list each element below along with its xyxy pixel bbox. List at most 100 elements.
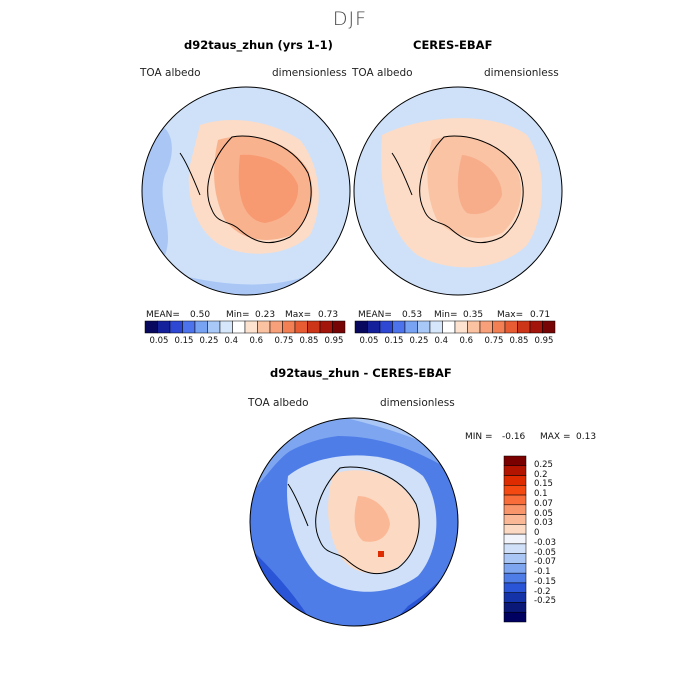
colorbar-swatch (232, 320, 246, 334)
diff-colorbar-tick-label: 0.25 (534, 459, 553, 470)
colorbar-swatch (244, 320, 258, 334)
colorbar-swatch (404, 320, 418, 334)
obs-panel-title: CERES-EBAF (413, 38, 493, 52)
colorbar-swatch (517, 320, 531, 334)
colorbar-swatch (367, 320, 381, 334)
diff-colorbar-swatch (503, 475, 527, 486)
model-units-label: dimensionless (272, 67, 347, 79)
colorbar-swatch (282, 320, 296, 334)
colorbar-swatch (492, 320, 506, 334)
colorbar-tick-label: 0.4 (434, 336, 449, 346)
colorbar-swatch (454, 320, 468, 334)
model-min-label: Min= (226, 310, 250, 320)
model-max-label: Max= (285, 310, 312, 320)
diff-colorbar-tick-label: 0.2 (534, 469, 548, 480)
colorbar-swatch (542, 320, 556, 334)
colorbar-tick-label: 0.25 (199, 336, 219, 346)
colorbar-tick-label: 0.75 (274, 336, 294, 346)
model-colorbar (144, 320, 346, 334)
diff-colorbar-tick-label: 0 (534, 528, 540, 539)
obs-colorbar (354, 320, 556, 334)
diff-variable-label: TOA albedo (248, 397, 309, 409)
colorbar-tick-label: 0.05 (359, 336, 379, 346)
diff-colorbar-swatch (503, 494, 527, 506)
diff-colorbar-swatch (503, 455, 527, 467)
diff-colorbar-tick-label: -0.1 (534, 567, 551, 578)
model-panel-title: d92taus_zhun (yrs 1-1) (184, 38, 333, 52)
diff-colorbar-swatch (503, 543, 527, 554)
obs-variable-label: TOA albedo (352, 67, 413, 79)
colorbar-swatch (157, 320, 171, 334)
colorbar-swatch (194, 320, 208, 334)
diff-colorbar-swatch (503, 485, 527, 496)
diff-max-value: 0.13 (576, 432, 597, 442)
colorbar-swatch (257, 320, 271, 334)
diff-colorbar-swatch (503, 465, 527, 476)
colorbar-swatch (479, 320, 493, 334)
diff-min-label: MIN = (465, 432, 493, 442)
diff-colorbar-tick-label: -0.03 (534, 537, 556, 548)
colorbar-swatch (417, 320, 431, 334)
colorbar-tick-label: 0.95 (324, 336, 344, 346)
diff-colorbar-swatch (503, 611, 527, 623)
diff-colorbar-swatch (503, 504, 527, 515)
obs-mean-label: MEAN= (358, 310, 392, 320)
model-variable-label: TOA albedo (140, 67, 201, 79)
diff-colorbar-swatch (503, 533, 527, 545)
diff-colorbar-swatch (503, 582, 527, 593)
colorbar-tick-label: 0.4 (224, 336, 239, 346)
colorbar-swatch (207, 320, 221, 334)
colorbar-tick-label: 0.85 (509, 336, 529, 346)
diff-panel-title: d92taus_zhun - CERES-EBAF (270, 366, 452, 380)
colorbar-tick-label: 0.6 (459, 336, 474, 346)
diff-colorbar-tick-label: -0.25 (534, 596, 556, 607)
diff-colorbar-tick-label: 0.15 (534, 479, 553, 490)
obs-units-label: dimensionless (484, 67, 559, 79)
model-polar-map (141, 86, 351, 296)
model-mean-label: MEAN= (146, 310, 180, 320)
diff-colorbar-tick-label: -0.07 (534, 557, 556, 568)
colorbar-tick-label: 0.15 (384, 336, 404, 346)
obs-polar-map (353, 86, 563, 296)
colorbar-tick-label: 0.95 (534, 336, 554, 346)
colorbar-swatch (332, 320, 346, 334)
obs-mean-value: 0.53 (402, 310, 423, 320)
diff-polar-map (249, 417, 459, 627)
diff-colorbar (503, 455, 527, 623)
colorbar-swatch (429, 320, 443, 334)
diff-colorbar-swatch (503, 514, 527, 525)
colorbar-swatch (467, 320, 481, 334)
colorbar-swatch (379, 320, 393, 334)
obs-min-value: 0.35 (463, 310, 484, 320)
diff-colorbar-tick-label: 0.05 (534, 508, 553, 519)
diff-colorbar-tick-label: 0.1 (534, 489, 548, 500)
diff-colorbar-swatch (503, 553, 527, 564)
diff-colorbar-swatch (503, 563, 527, 574)
diff-colorbar-swatch (503, 572, 527, 584)
colorbar-swatch (182, 320, 196, 334)
colorbar-swatch (169, 320, 183, 334)
obs-max-value: 0.71 (530, 310, 551, 320)
colorbar-swatch (219, 320, 233, 334)
diff-colorbar-tick-label: -0.2 (534, 586, 551, 597)
diff-colorbar-tick-label: 0.03 (534, 518, 553, 529)
diff-units-label: dimensionless (380, 397, 455, 409)
diff-colorbar-tick-label: -0.15 (534, 576, 556, 587)
obs-min-label: Min= (434, 310, 458, 320)
colorbar-swatch (354, 320, 368, 334)
season-title: DJF (332, 8, 368, 30)
colorbar-tick-label: 0.25 (409, 336, 429, 346)
colorbar-tick-label: 0.85 (299, 336, 319, 346)
diff-colorbar-tick-label: -0.05 (534, 547, 556, 558)
colorbar-swatch (529, 320, 543, 334)
diff-min-value: -0.16 (502, 432, 526, 442)
colorbar-tick-label: 0.05 (149, 336, 169, 346)
colorbar-swatch (319, 320, 333, 334)
diff-colorbar-tick-label: 0.07 (534, 498, 553, 509)
model-min-value: 0.23 (255, 310, 276, 320)
colorbar-swatch (392, 320, 406, 334)
model-max-value: 0.73 (318, 310, 339, 320)
colorbar-swatch (307, 320, 321, 334)
diff-colorbar-swatch (503, 524, 527, 535)
diff-colorbar-swatch (503, 592, 527, 603)
